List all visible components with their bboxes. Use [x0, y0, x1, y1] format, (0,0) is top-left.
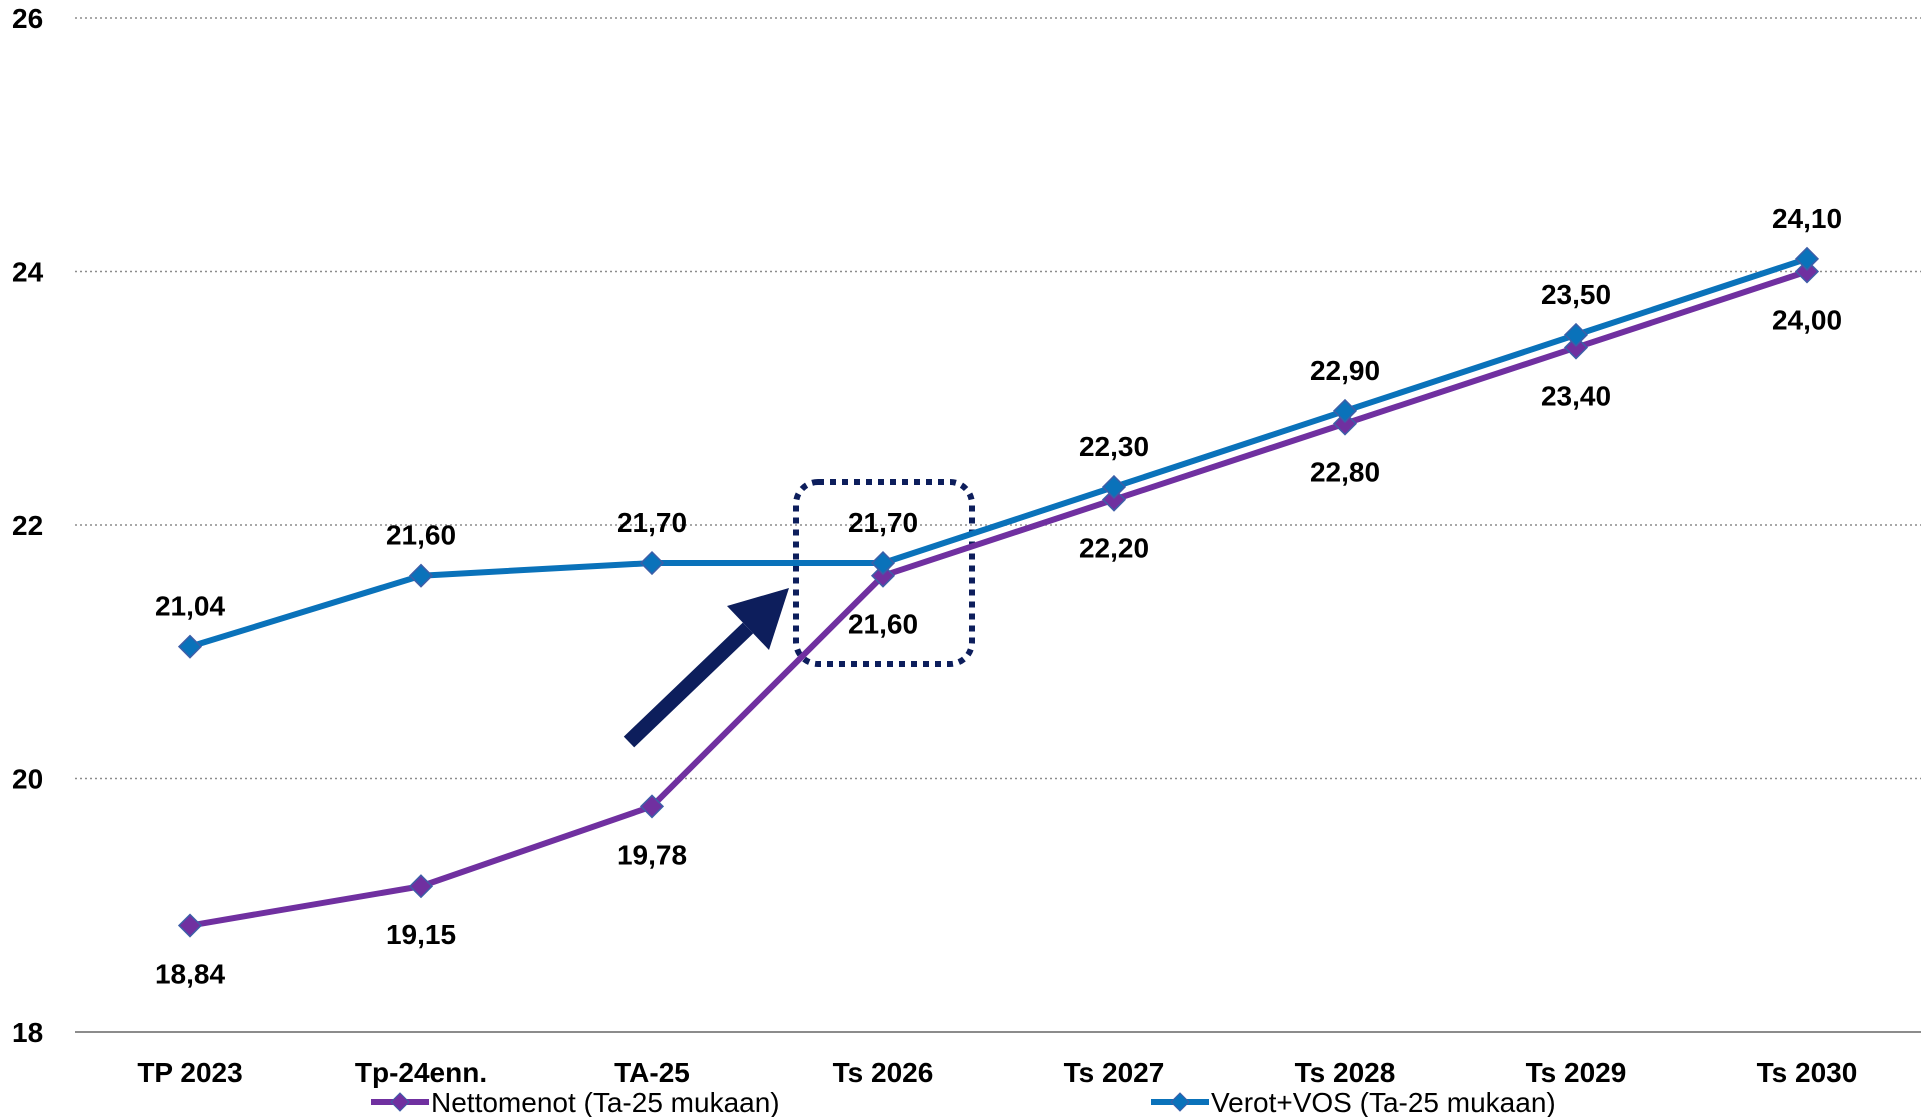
data-point — [1101, 474, 1127, 500]
data-label: 22,90 — [1310, 355, 1380, 386]
data-label: 22,20 — [1079, 533, 1149, 564]
x-axis-ticks: TP 2023 Tp-24enn. TA-25 Ts 2026 Ts 2027 Ts 20… — [137, 1057, 1857, 1088]
x-tick-label: Ts 2030 — [1757, 1057, 1858, 1088]
data-label: 21,60 — [848, 609, 918, 640]
data-point — [639, 794, 665, 819]
y-tick-label: 18 — [12, 1017, 43, 1048]
x-tick-label: TP 2023 — [137, 1057, 242, 1088]
data-label: 21,04 — [155, 591, 225, 622]
x-tick-label: Ts 2026 — [833, 1057, 934, 1088]
data-point — [408, 874, 434, 899]
data-point — [177, 634, 203, 659]
legend-label: Verot+VOS (Ta-25 mukaan) — [1211, 1087, 1556, 1117]
annotation — [623, 479, 975, 748]
data-label: 24,00 — [1772, 305, 1842, 336]
data-label: 19,78 — [617, 839, 687, 870]
data-point — [1794, 246, 1820, 271]
data-point — [870, 563, 896, 588]
y-tick-label: 26 — [12, 3, 43, 34]
data-point — [1794, 259, 1820, 284]
legend-label: Nettomenot (Ta-25 mukaan) — [431, 1087, 780, 1117]
y-tick-label: 22 — [12, 510, 43, 541]
y-tick-label: 20 — [12, 764, 43, 795]
x-tick-label: Ts 2029 — [1526, 1057, 1627, 1088]
data-label: 22,80 — [1310, 457, 1380, 488]
x-tick-label: Ts 2027 — [1064, 1057, 1165, 1088]
y-tick-label: 24 — [12, 257, 44, 288]
data-label: 24,10 — [1772, 203, 1842, 234]
data-label: 23,50 — [1541, 279, 1611, 310]
data-label: 18,84 — [155, 959, 225, 990]
data-point — [177, 913, 203, 938]
data-label: 21,70 — [848, 507, 918, 538]
data-labels: 21,04 21,60 21,70 21,70 22,30 22,90 23,50 24,10… — [155, 203, 1842, 990]
series-line-1 — [189, 255, 1808, 650]
data-point — [1101, 487, 1127, 512]
legend: Nettomenot (Ta-25 mukaan) Verot+VOS (Ta-2… — [371, 1087, 1556, 1117]
highlight-arrow-shaft — [623, 622, 754, 748]
series-line-0 — [189, 268, 1808, 929]
data-label: 23,40 — [1541, 381, 1611, 412]
legend-swatch-marker — [390, 1092, 410, 1112]
legend-swatch-marker — [1170, 1092, 1190, 1112]
data-point — [408, 563, 434, 588]
data-point — [870, 550, 896, 576]
data-point — [1563, 322, 1589, 347]
highlight-arrow-head — [727, 588, 789, 650]
series — [177, 246, 1820, 938]
data-point — [1332, 411, 1358, 436]
y-axis-ticks: 18 20 22 24 26 — [12, 3, 44, 1048]
x-tick-label: Tp-24enn. — [355, 1057, 487, 1088]
x-tick-label: TA-25 — [614, 1057, 690, 1088]
data-label: 22,30 — [1079, 431, 1149, 462]
data-point — [639, 550, 665, 576]
data-point — [1332, 398, 1358, 423]
x-tick-label: Ts 2028 — [1295, 1057, 1396, 1088]
data-point — [1563, 335, 1589, 360]
gridlines — [75, 17, 1921, 1033]
data-label: 19,15 — [386, 919, 456, 950]
data-label: 21,70 — [617, 507, 687, 538]
data-label: 21,60 — [386, 520, 456, 551]
highlight-box — [793, 479, 975, 667]
